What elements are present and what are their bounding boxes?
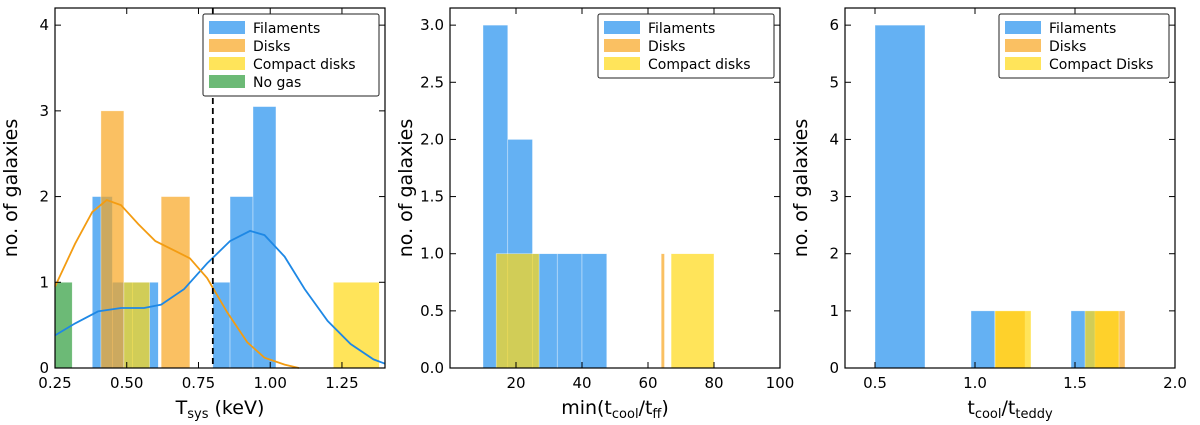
legend-label-no-gas: No gas xyxy=(253,75,301,91)
y-tick-label: 2 xyxy=(829,245,839,263)
bar-filaments-5 xyxy=(229,196,254,369)
legend-swatch-disks xyxy=(1005,39,1041,52)
kde-disks xyxy=(54,198,300,369)
legend-swatch-filaments xyxy=(1005,21,1041,34)
x-tick-label: 20 xyxy=(506,374,525,392)
x-tick-label: 1.25 xyxy=(325,374,358,392)
x-tick-label: 100 xyxy=(766,374,795,392)
x-tick-label: 1.5 xyxy=(1063,374,1087,392)
y-tick-label: 4 xyxy=(39,16,49,34)
legend-label-disks: Disks xyxy=(648,39,685,55)
legend-swatch-disks xyxy=(209,39,245,52)
x-tick-label: 0.5 xyxy=(863,374,887,392)
bar-filaments-4 xyxy=(556,253,583,369)
legend-label-filaments: Filaments xyxy=(253,21,320,37)
x-tick-label: 80 xyxy=(704,374,723,392)
legend: Filaments Disks Compact disks No gas xyxy=(202,13,380,97)
legend-label-compact-disks: Compact disks xyxy=(253,57,356,73)
bar-compact-disks-2 xyxy=(333,281,380,369)
y-tick-label: 1.5 xyxy=(420,188,444,206)
y-axis-label: no. of galaxies xyxy=(395,119,417,258)
legend-label-disks: Disks xyxy=(253,39,290,55)
legend-label-filaments: Filaments xyxy=(648,21,715,37)
bar-filaments-5 xyxy=(581,253,608,369)
y-tick-label: 4 xyxy=(829,130,839,148)
legend-label-disks: Disks xyxy=(1049,39,1086,55)
x-tick-label: 40 xyxy=(572,374,591,392)
legend-swatch-compact-disks xyxy=(604,57,640,70)
legend-swatch-disks xyxy=(604,39,640,52)
y-tick-label: 3.0 xyxy=(420,16,444,34)
bar-compact-disks-1 xyxy=(123,281,150,369)
x-tick-label: 1.0 xyxy=(963,374,987,392)
legend: Filaments Disks Compact Disks xyxy=(998,13,1170,79)
bar-compact-disks-1 xyxy=(994,310,1032,369)
kde-filaments xyxy=(54,229,386,365)
legend-swatch-filaments xyxy=(209,21,245,34)
legend-box xyxy=(998,13,1170,79)
bar-disks-2 xyxy=(160,196,191,369)
legend-swatch-compact-disks xyxy=(1005,57,1041,70)
y-tick-label: 1 xyxy=(829,302,839,320)
y-tick-label: 2.0 xyxy=(420,130,444,148)
x-tick-label: 60 xyxy=(638,374,657,392)
x-tick-label: 0.75 xyxy=(182,374,215,392)
x-tick-label: 2.0 xyxy=(1163,374,1187,392)
bar-filaments-2 xyxy=(970,310,996,369)
x-tick-label: 0.25 xyxy=(38,374,71,392)
plot-frame xyxy=(449,7,781,369)
bar-compact-disks-2 xyxy=(1084,310,1120,369)
bar-compact-disks-1 xyxy=(495,253,540,369)
legend-box xyxy=(597,13,775,79)
x-axis-label: tcool/tteddy xyxy=(967,397,1053,422)
legend-box xyxy=(202,13,380,97)
y-tick-label: 0 xyxy=(829,359,839,377)
legend-swatch-no-gas xyxy=(209,75,245,88)
y-tick-label: 2.5 xyxy=(420,73,444,91)
y-tick-label: 1 xyxy=(39,273,49,291)
legend-label-compact-disks: Compact disks xyxy=(648,57,751,73)
y-axis-label: no. of galaxies xyxy=(0,119,22,258)
bar-filaments-1 xyxy=(874,24,926,369)
y-tick-label: 6 xyxy=(829,16,839,34)
bar-disks-1 xyxy=(660,253,665,369)
bar-no-gas-1 xyxy=(54,281,73,369)
plot-frame xyxy=(54,7,386,369)
x-tick-label: 0.50 xyxy=(110,374,143,392)
panel-1: 0.25 0.50 0.75 1.00 1.25 0 1 2 3 4 no. of galaxies… xyxy=(0,7,386,422)
y-tick-label: 0 xyxy=(39,359,49,377)
y-tick-label: 3 xyxy=(39,102,49,120)
x-axis-label: Tsys (keV) xyxy=(175,397,265,422)
y-tick-label: 2 xyxy=(39,188,49,206)
y-tick-label: 0.0 xyxy=(420,359,444,377)
y-axis-label: no. of galaxies xyxy=(790,119,812,258)
bar-filaments-6 xyxy=(252,106,277,369)
y-tick-label: 3 xyxy=(829,188,839,206)
legend-label-filaments: Filaments xyxy=(1049,21,1116,37)
legend-swatch-compact-disks xyxy=(209,57,245,70)
y-tick-label: 1.0 xyxy=(420,245,444,263)
y-tick-label: 5 xyxy=(829,73,839,91)
bar-disks-1 xyxy=(100,110,125,369)
legend: Filaments Disks Compact disks xyxy=(597,13,775,79)
panel-2: 20 40 60 80 100 0.0 0.5 1.0 1.5 2.0 2.5 3.0 no. of g… xyxy=(395,7,795,422)
x-tick-label: 1.00 xyxy=(254,374,287,392)
plot-frame xyxy=(844,7,1176,369)
legend-swatch-filaments xyxy=(604,21,640,34)
x-axis-label: min(tcool/tff) xyxy=(561,397,669,422)
bar-compact-disks-2 xyxy=(670,253,715,369)
legend-label-compact-disks: Compact Disks xyxy=(1049,57,1153,73)
y-tick-label: 0.5 xyxy=(420,302,444,320)
panel-3: 0.5 1.0 1.5 2.0 0 1 2 3 4 5 6 no. of galaxies tcool/… xyxy=(790,7,1187,422)
bar-filaments-4 xyxy=(212,281,231,369)
